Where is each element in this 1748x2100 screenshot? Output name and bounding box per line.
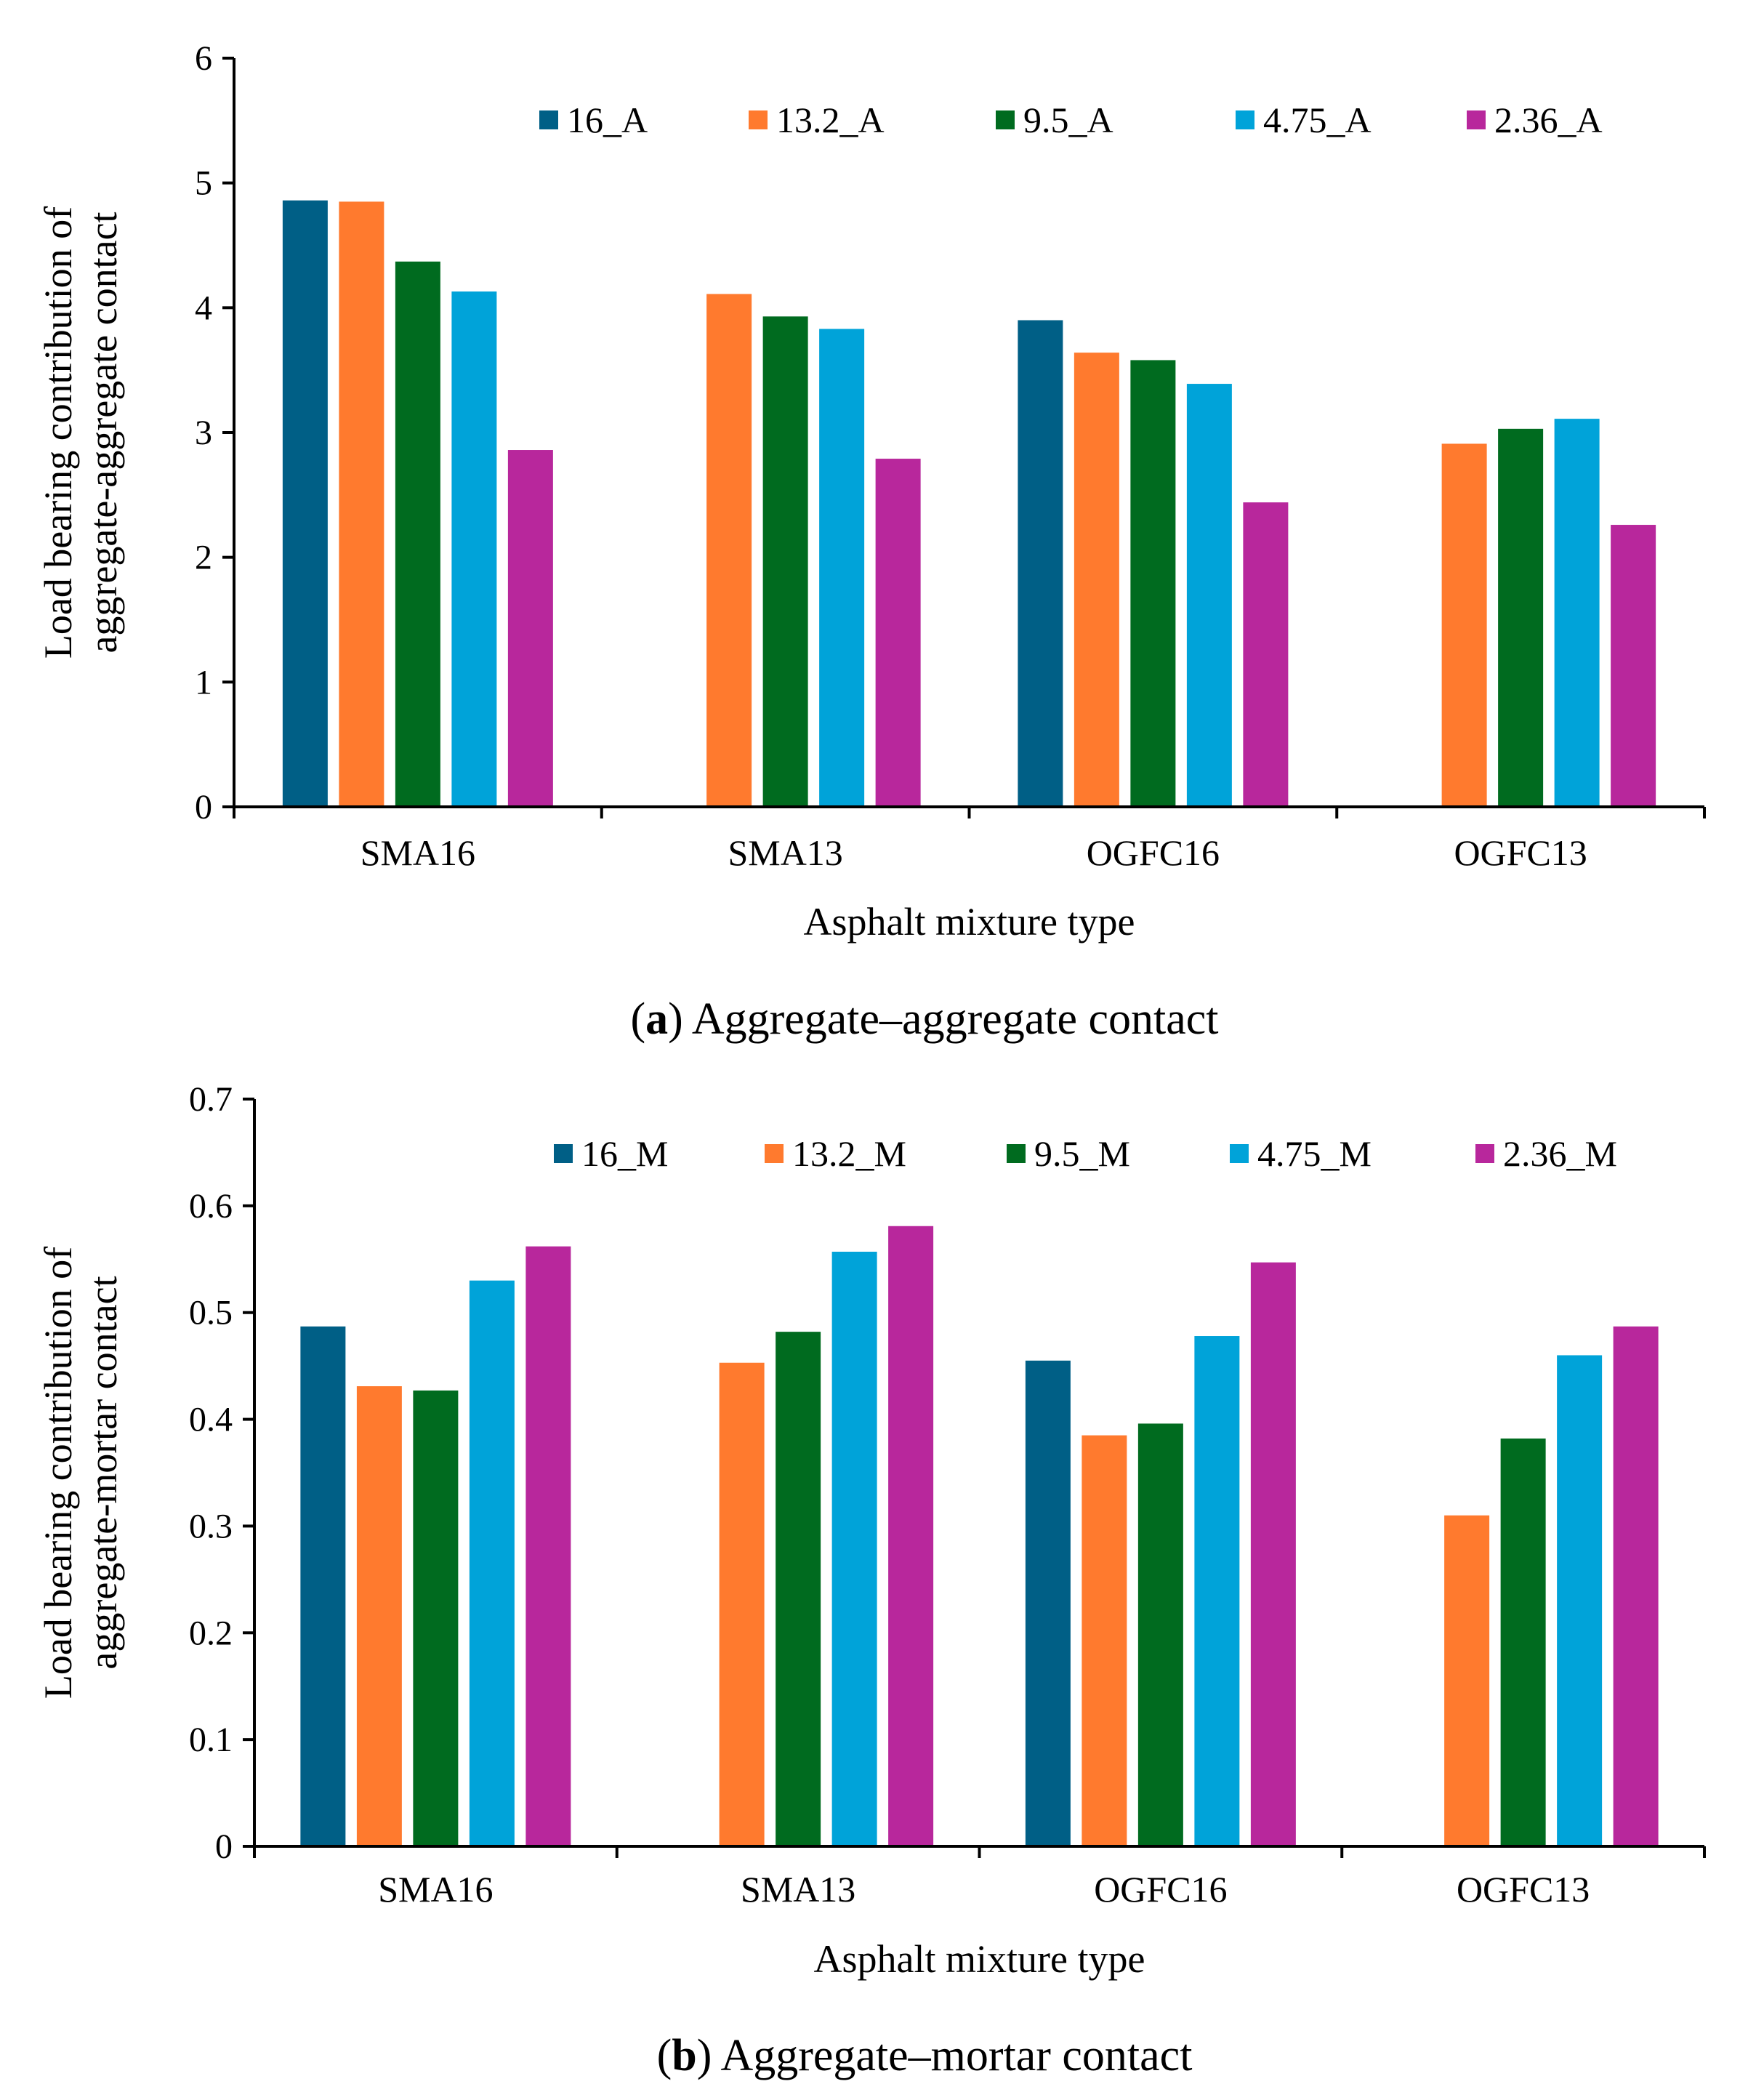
y-axis-title-line: aggregate-mortar contact <box>81 1276 125 1669</box>
legend-swatch-4.75_M <box>1230 1144 1249 1163</box>
bar-16_M-OGFC16 <box>1025 1360 1071 1846</box>
bar-4.75_A-SMA13 <box>819 329 865 807</box>
legend-swatch-16_A <box>539 110 558 129</box>
y-axis-title-line: aggregate-aggregate contact <box>81 212 125 653</box>
bar-16_A-OGFC16 <box>1018 320 1063 807</box>
bar-13.2_A-SMA16 <box>339 201 384 808</box>
legend-label-13.2_M: 13.2_M <box>792 1133 906 1174</box>
y-tick-label: 0 <box>195 788 212 826</box>
legend-label-16_A: 16_A <box>567 100 648 140</box>
y-tick-label: 0.4 <box>189 1401 233 1439</box>
legend-label-4.75_A: 4.75_A <box>1263 100 1372 140</box>
x-category-label: SMA13 <box>728 832 842 873</box>
y-tick-label: 0.2 <box>189 1614 233 1652</box>
bar-2.36_A-OGFC16 <box>1243 502 1289 807</box>
y-tick-label: 3 <box>195 414 212 452</box>
bar-13.2_A-SMA13 <box>706 294 752 807</box>
chart-panel-a: 0 1 2 3 4 5 6 SMA16 SMA13 OGFC16 OGFC13 Asphalt mix… <box>36 39 1706 1044</box>
bar-9.5_A-OGFC16 <box>1130 360 1176 807</box>
legend: 16_A 13.2_A 9.5_A 4.75_A 2.36_A <box>539 100 1603 140</box>
bar-9.5_A-SMA16 <box>395 261 440 808</box>
bar-4.75_M-OGFC13 <box>1557 1355 1603 1846</box>
bar-2.36_M-OGFC16 <box>1250 1262 1296 1846</box>
y-tick-label: 4 <box>195 289 212 327</box>
y-tick-label: 0 <box>215 1827 233 1866</box>
x-category-label: SMA13 <box>741 1869 855 1910</box>
panel-caption: (a) Aggregate–aggregate contact <box>630 994 1218 1044</box>
bar-13.2_M-SMA13 <box>719 1362 765 1846</box>
bar-4.75_M-SMA13 <box>831 1252 877 1846</box>
legend-label-13.2_A: 13.2_A <box>776 100 885 140</box>
bar-9.5_A-OGFC13 <box>1498 428 1544 807</box>
bar-9.5_M-OGFC13 <box>1500 1439 1546 1846</box>
legend-swatch-2.36_M <box>1475 1144 1494 1163</box>
bar-2.36_A-SMA16 <box>507 450 553 807</box>
legend-swatch-13.2_A <box>749 110 768 129</box>
legend: 16_M 13.2_M 9.5_M 4.75_M 2.36_M <box>554 1133 1617 1174</box>
bar-16_M-SMA16 <box>300 1326 346 1846</box>
x-category-label: OGFC16 <box>1094 1869 1227 1910</box>
y-axis-title-line: Load bearing contribution of <box>36 206 80 659</box>
bar-2.36_M-SMA16 <box>525 1246 571 1846</box>
bar-4.75_A-OGFC16 <box>1186 384 1232 807</box>
bar-9.5_M-SMA16 <box>413 1390 459 1846</box>
legend-swatch-2.36_A <box>1467 110 1486 129</box>
x-axis-title: Asphalt mixture type <box>814 1937 1145 1981</box>
legend-label-2.36_A: 2.36_A <box>1494 100 1603 140</box>
x-category-label: OGFC13 <box>1457 1869 1590 1910</box>
bar-2.36_M-OGFC13 <box>1613 1326 1659 1846</box>
bar-13.2_A-OGFC13 <box>1441 443 1487 807</box>
bar-4.75_A-SMA16 <box>451 291 497 807</box>
y-tick-label: 0.6 <box>189 1187 233 1226</box>
x-category-label: SMA16 <box>361 832 475 873</box>
bar-4.75_A-OGFC13 <box>1554 419 1600 807</box>
y-tick-label: 0.5 <box>189 1294 233 1332</box>
chart-panel-b: 0 0.1 0.2 0.3 0.4 0.5 0.6 0.7 SMA16 SMA13 OGFC16 OG… <box>36 1080 1706 2080</box>
y-tick-label: 0.1 <box>189 1721 233 1759</box>
legend-label-2.36_M: 2.36_M <box>1503 1133 1617 1174</box>
bar-2.36_A-SMA13 <box>875 459 921 807</box>
legend-swatch-16_M <box>554 1144 573 1163</box>
y-tick-label: 2 <box>195 539 212 577</box>
bar-9.5_A-SMA13 <box>762 316 808 808</box>
bar-4.75_M-SMA16 <box>469 1280 515 1846</box>
bar-13.2_M-OGFC16 <box>1082 1435 1127 1846</box>
legend-swatch-9.5_M <box>1007 1144 1026 1163</box>
y-tick-label: 0.3 <box>189 1507 233 1545</box>
legend-swatch-13.2_M <box>765 1144 784 1163</box>
bar-2.36_A-OGFC13 <box>1611 525 1656 807</box>
bar-13.2_M-OGFC13 <box>1444 1515 1490 1846</box>
panel-caption: (b) Aggregate–mortar contact <box>657 2031 1193 2080</box>
y-tick-label: 6 <box>195 39 212 78</box>
bar-2.36_M-SMA13 <box>888 1226 934 1846</box>
x-axis-title: Asphalt mixture type <box>804 900 1135 944</box>
legend-label-4.75_M: 4.75_M <box>1257 1133 1372 1174</box>
bar-13.2_M-SMA16 <box>356 1386 402 1846</box>
y-axis-title-line: Load bearing contribution of <box>36 1247 80 1699</box>
bar-13.2_A-OGFC16 <box>1074 353 1119 808</box>
x-category-label: OGFC16 <box>1087 832 1220 873</box>
bar-9.5_M-SMA13 <box>776 1332 821 1846</box>
legend-label-16_M: 16_M <box>581 1133 668 1174</box>
bar-4.75_M-OGFC16 <box>1194 1336 1240 1846</box>
y-tick-label: 1 <box>195 663 212 701</box>
y-tick-label: 0.7 <box>189 1080 233 1119</box>
bar-9.5_M-OGFC16 <box>1137 1423 1183 1846</box>
legend-swatch-9.5_A <box>996 110 1015 129</box>
legend-swatch-4.75_A <box>1236 110 1254 129</box>
bar-16_A-SMA16 <box>282 200 328 807</box>
x-category-label: SMA16 <box>378 1869 493 1910</box>
y-tick-label: 5 <box>195 164 212 203</box>
legend-label-9.5_M: 9.5_M <box>1034 1133 1130 1174</box>
legend-label-9.5_A: 9.5_A <box>1023 100 1113 140</box>
x-category-label: OGFC13 <box>1454 832 1587 873</box>
